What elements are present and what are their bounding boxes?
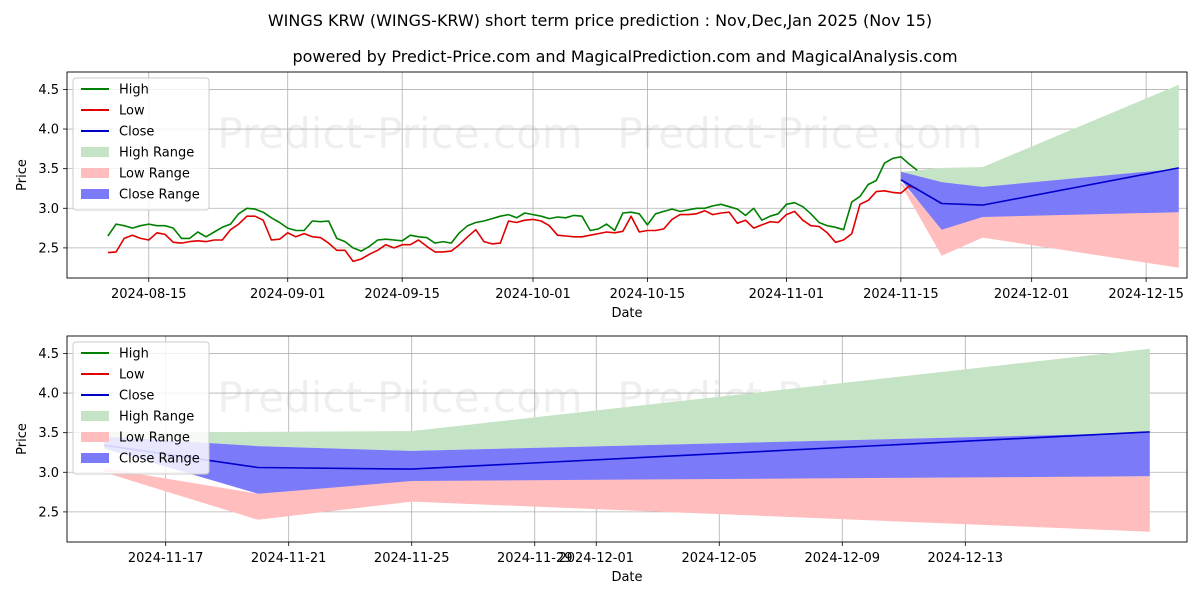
watermark-text: Predict-Price.com — [217, 373, 582, 422]
x-tick-label: 2024-09-15 — [364, 287, 440, 302]
y-tick-label: 3.0 — [38, 202, 59, 217]
x-tick-label: 2024-12-01 — [558, 551, 634, 566]
x-tick-label: 2024-11-25 — [374, 551, 450, 566]
plot-frame — [66, 335, 1188, 543]
x-tick-label: 2024-11-21 — [251, 551, 327, 566]
y-tick-label: 3.0 — [38, 466, 59, 481]
high-line — [107, 156, 918, 252]
chart-title: WINGS KRW (WINGS-KRW) short term price p… — [268, 11, 932, 30]
x-tick-label: 2024-11-15 — [863, 287, 939, 302]
low-range-band — [900, 182, 1179, 268]
x-tick-label: 2024-12-15 — [1108, 287, 1184, 302]
legend-label: Close — [119, 125, 154, 140]
legend-label: Close Range — [119, 452, 200, 467]
x-tick-label: 2024-12-05 — [681, 551, 757, 566]
y-tick-label: 3.5 — [38, 162, 59, 177]
x-tick-label: 2024-11-17 — [128, 551, 204, 566]
legend-label: High Range — [119, 146, 194, 161]
y-tick-label: 2.5 — [38, 505, 59, 520]
legend-label: Low Range — [119, 431, 190, 446]
y-tick-label: 4.0 — [38, 387, 59, 402]
legend-label: High — [119, 83, 149, 98]
legend-label: Low Range — [119, 167, 190, 182]
legend-swatch-close-range — [81, 189, 109, 199]
x-tick-label: 2024-11-01 — [749, 287, 825, 302]
legend-swatch-close-range — [81, 453, 109, 463]
close-range-band — [104, 432, 1150, 494]
legend: High Low Close High Range Low Range Close Ran… — [72, 77, 210, 211]
legend-label: High — [119, 347, 149, 362]
close-line — [900, 167, 1179, 206]
plot-frame — [66, 71, 1188, 279]
legend: High Low Close High Range Low Range Close Ran… — [72, 341, 210, 475]
y-tick-label: 2.5 — [38, 241, 59, 256]
bottom-chart-panel: Predict-Price.comPredict-Price.com2.53.0… — [15, 335, 1188, 585]
x-tick-label: 2024-09-01 — [250, 287, 326, 302]
legend-label: High Range — [119, 410, 194, 425]
y-tick-label: 4.5 — [38, 347, 59, 362]
y-tick-label: 4.0 — [38, 123, 59, 138]
x-tick-label: 2024-12-09 — [805, 551, 881, 566]
x-tick-label: 2024-08-15 — [111, 287, 187, 302]
low-line — [107, 185, 918, 263]
watermark-text: Predict-Price.com — [217, 109, 582, 158]
x-axis-label: Date — [611, 306, 642, 321]
x-tick-label: 2024-12-13 — [928, 551, 1004, 566]
high-range-band — [104, 348, 1150, 451]
x-axis-label: Date — [611, 570, 642, 585]
x-tick-label: 2024-10-15 — [610, 287, 686, 302]
x-tick-label: 2024-11-29 — [497, 551, 573, 566]
legend-swatch-high-range — [81, 147, 109, 157]
legend-label: Low — [119, 368, 145, 383]
y-tick-label: 4.5 — [38, 83, 59, 98]
high-range-band — [900, 84, 1179, 187]
y-axis-label: Price — [15, 159, 30, 191]
x-tick-label: 2024-12-01 — [994, 287, 1070, 302]
legend-swatch-high-range — [81, 411, 109, 421]
top-chart-panel: Predict-Price.com Predict-Price.com 2.5 3.0… — [15, 71, 1188, 321]
legend-label: Low — [119, 104, 145, 119]
legend-label: Close — [119, 389, 154, 404]
plot-area — [107, 84, 1179, 268]
watermark-text: Predict-Price.com — [617, 109, 982, 158]
legend-swatch-low-range — [81, 168, 109, 178]
y-tick-label: 3.5 — [38, 426, 59, 441]
plot-area — [104, 348, 1150, 532]
y-axis-label: Price — [15, 423, 30, 455]
close-range-band — [900, 168, 1179, 230]
x-tick-label: 2024-10-01 — [495, 287, 571, 302]
legend-label: Close Range — [119, 188, 200, 203]
legend-swatch-low-range — [81, 432, 109, 442]
chart-subtitle: powered by Predict-Price.com and Magical… — [292, 47, 957, 66]
